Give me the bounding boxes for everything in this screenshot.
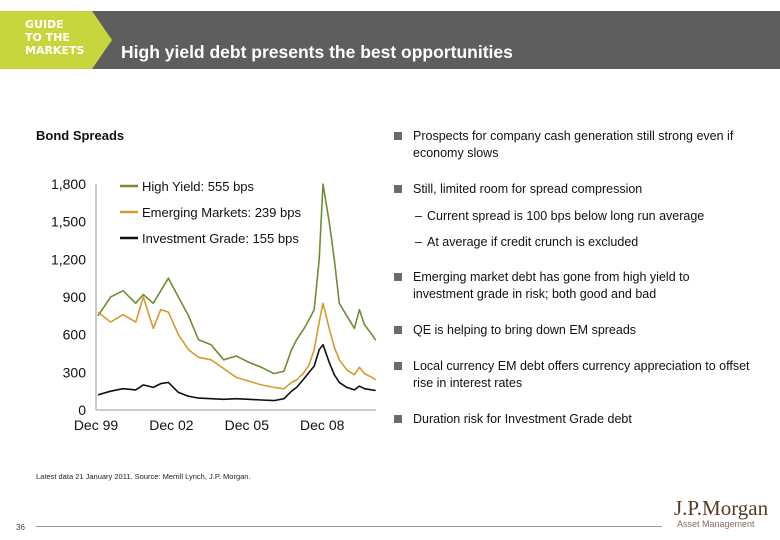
y-tick-label: 1,200: [51, 251, 86, 267]
bullet-square-icon: [394, 326, 402, 334]
bullet-text: Still, limited room for spread compressi…: [413, 182, 643, 196]
y-tick-label: 1,500: [51, 214, 86, 230]
bullet-text: Local currency EM debt offers currency a…: [413, 359, 750, 390]
bullet-square-icon: [394, 132, 402, 140]
series-line: [97, 343, 376, 402]
badge-line-2: TO THE: [25, 31, 70, 44]
legend-label: High Yield: 555 bps: [142, 179, 255, 194]
dash-icon: –: [415, 209, 422, 223]
bullet-square-icon: [394, 362, 402, 370]
dash-icon: –: [415, 235, 422, 249]
footer-divider: [36, 526, 662, 527]
x-tick-label: Dec 99: [74, 417, 119, 433]
bullet-text: Emerging market debt has gone from high …: [413, 270, 690, 301]
series-line: [97, 296, 377, 390]
badge-line-1: GUIDE: [25, 18, 64, 31]
y-tick-label: 1,800: [51, 176, 86, 192]
bond-spreads-chart: 0 300 600 900 1,200 1,500 1,800 Dec 99 Dec 02 Dec…: [51, 176, 377, 433]
bullet-square-icon: [394, 185, 402, 193]
bullet-text: Duration risk for Investment Grade debt: [413, 412, 632, 426]
header-bar: GUIDE TO THE MARKETS High yield debt pre…: [0, 11, 780, 69]
sub-bullet-text: At average if credit crunch is excluded: [427, 235, 639, 249]
guide-badge-text: GUIDE TO THE MARKETS: [25, 18, 95, 57]
badge-line-3: MARKETS: [25, 44, 85, 57]
legend-label: Emerging Markets: 239 bps: [142, 205, 301, 220]
y-tick-label: 300: [63, 364, 87, 380]
y-tick-label: 900: [63, 289, 87, 305]
bullet-text: Prospects for company cash generation st…: [413, 129, 734, 160]
jpmorgan-logo-subtitle: Asset Management: [677, 519, 755, 529]
page-title: High yield debt presents the best opport…: [121, 42, 513, 62]
series-line: [97, 183, 377, 375]
y-tick-label: 0: [78, 402, 86, 418]
page-number: 36: [16, 523, 25, 532]
guide-badge: GUIDE TO THE MARKETS: [0, 11, 112, 69]
bullet-text: QE is helping to bring down EM spreads: [413, 323, 637, 337]
sub-bullet-text: Current spread is 100 bps below long run…: [427, 209, 705, 223]
x-tick-label: Dec 08: [300, 417, 345, 433]
x-tick-label: Dec 02: [149, 417, 194, 433]
source-note: Latest data 21 January 2011. Source: Mer…: [36, 472, 251, 481]
bullet-square-icon: [394, 273, 402, 281]
bullet-square-icon: [394, 415, 402, 423]
x-tick-label: Dec 05: [225, 417, 270, 433]
chart-label: Bond Spreads: [36, 128, 125, 143]
legend-label: Investment Grade: 155 bps: [142, 231, 299, 246]
y-tick-label: 600: [63, 327, 87, 343]
jpmorgan-logo: J.P.Morgan: [674, 496, 769, 520]
